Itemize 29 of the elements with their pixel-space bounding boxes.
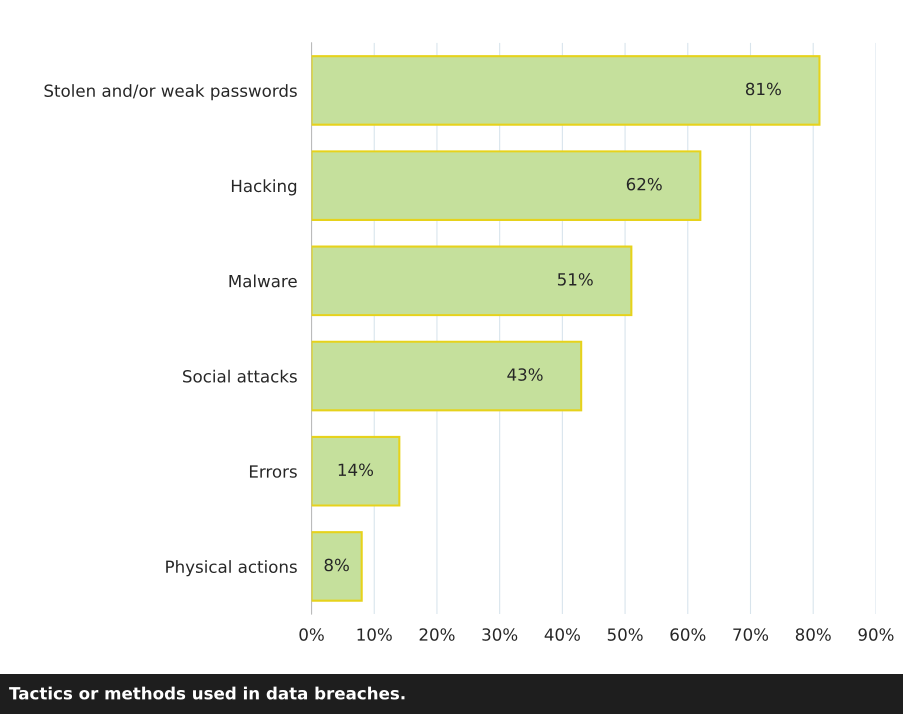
- data-label: 81%: [746, 82, 781, 96]
- y-tick-label: Hacking: [232, 179, 296, 196]
- x-tick-label: 30%: [482, 628, 518, 641]
- data-label: 43%: [507, 368, 543, 381]
- data-label: 62%: [626, 178, 662, 190]
- bar: [312, 531, 363, 602]
- x-tick-label: 0%: [299, 628, 324, 641]
- y-tick-label: Social attacks: [183, 370, 297, 383]
- data-label: 8%: [324, 558, 349, 572]
- y-tick-label: Malware: [229, 274, 297, 288]
- data-label: 51%: [558, 273, 593, 286]
- x-tick-label: 80%: [796, 628, 831, 641]
- data-label: 14%: [338, 463, 374, 476]
- x-tick-label: 20%: [420, 628, 455, 641]
- bar: [312, 55, 821, 126]
- x-tick-label: 90%: [858, 628, 894, 641]
- x-tick-label: 40%: [544, 628, 580, 641]
- x-tick-label: 60%: [670, 628, 706, 641]
- x-tick-label: 50%: [608, 628, 643, 641]
- bar: [312, 150, 702, 221]
- bar: [312, 246, 632, 316]
- bar: [312, 340, 582, 412]
- y-tick-label: Stolen and/or weak passwords: [44, 84, 297, 100]
- x-tick-label: 70%: [733, 628, 768, 641]
- y-tick-label: Errors: [250, 465, 297, 478]
- bar: [312, 436, 400, 507]
- x-tick-label: 10%: [358, 628, 392, 641]
- y-tick-label: Physical actions: [166, 560, 297, 576]
- text: Tactics or methods used in data breaches.: [9, 686, 404, 700]
